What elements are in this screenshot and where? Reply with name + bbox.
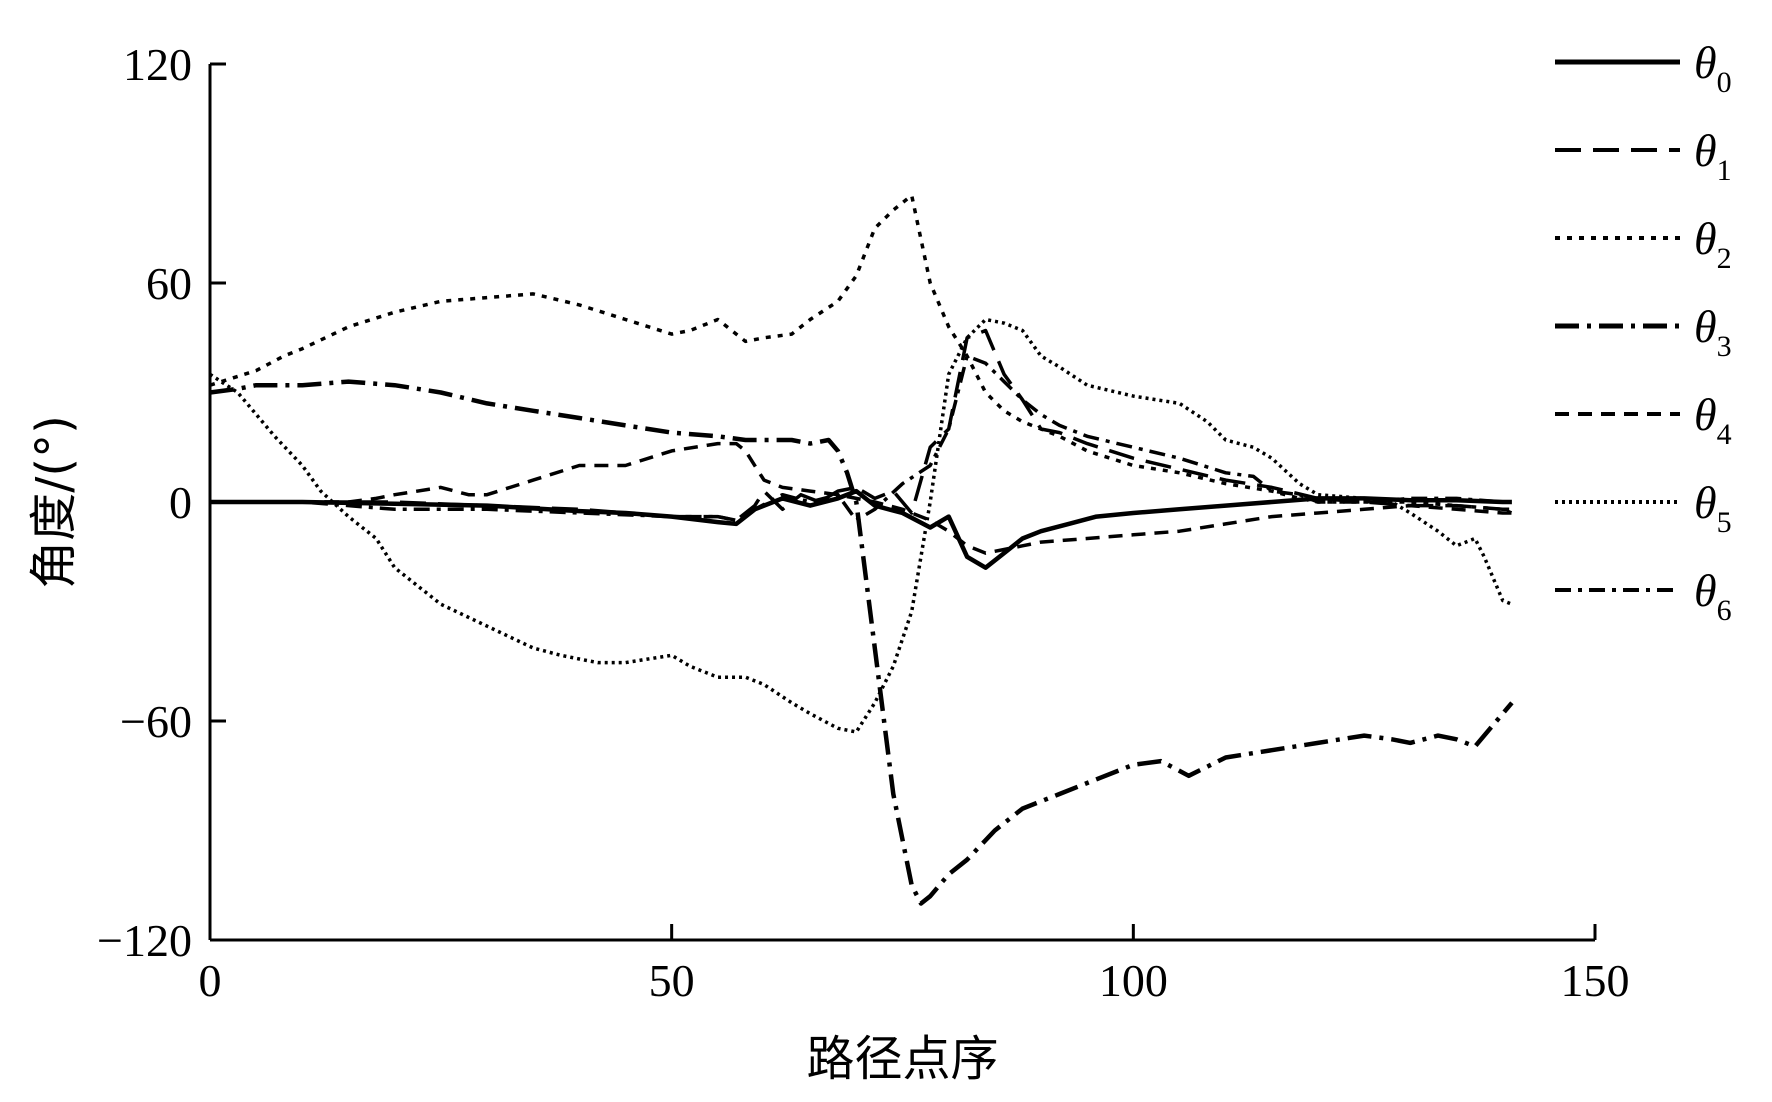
legend-subscript: 6 xyxy=(1717,594,1732,627)
series-line-theta4 xyxy=(210,441,1512,555)
legend-symbol: θ xyxy=(1694,389,1717,440)
legend-symbol: θ xyxy=(1694,37,1717,88)
x-tick-label: 0 xyxy=(199,955,222,1006)
legend-subscript: 4 xyxy=(1717,418,1732,451)
legend-symbol: θ xyxy=(1694,125,1717,176)
series-line-theta5 xyxy=(209,317,1513,734)
y-tick-label: 0 xyxy=(169,477,192,528)
series-line-theta6 xyxy=(210,354,1512,523)
series-lines xyxy=(209,193,1514,906)
series-line-theta2 xyxy=(209,193,1513,515)
legend-label-theta0: θ0 xyxy=(1694,37,1732,99)
legend-label-theta5: θ5 xyxy=(1694,477,1732,539)
legend-symbol: θ xyxy=(1694,565,1717,616)
x-tick-label: 50 xyxy=(649,955,695,1006)
legend-subscript: 5 xyxy=(1717,506,1732,539)
legend-label-theta4: θ4 xyxy=(1694,389,1732,451)
y-tick-label: −60 xyxy=(120,696,192,747)
legend-symbol: θ xyxy=(1694,301,1717,352)
y-tick-label: −120 xyxy=(97,915,192,966)
x-axis-title: 路径点序 xyxy=(806,1031,998,1087)
y-tick-label: 60 xyxy=(146,258,192,309)
legend-label-theta2: θ2 xyxy=(1694,213,1732,275)
x-tick-label: 100 xyxy=(1099,955,1168,1006)
legend-label-theta3: θ3 xyxy=(1694,301,1732,363)
legend-symbol: θ xyxy=(1694,213,1717,264)
legend-label-theta6: θ6 xyxy=(1694,565,1732,627)
legend-subscript: 3 xyxy=(1717,330,1732,363)
legend-label-theta1: θ1 xyxy=(1694,125,1732,187)
axes: −120 −60 0 60 120 0 50 100 150 路径点序 角度/(°) xyxy=(26,39,1630,1087)
series-line-theta1 xyxy=(210,328,1512,523)
legend-subscript: 0 xyxy=(1717,66,1732,99)
y-tick-label: 120 xyxy=(123,39,192,90)
series-line-theta3 xyxy=(209,379,1514,906)
legend-symbol: θ xyxy=(1694,477,1717,528)
legend-subscript: 2 xyxy=(1717,242,1732,275)
y-axis-title: 角度/(°) xyxy=(26,415,82,589)
legend-subscript: 1 xyxy=(1717,154,1732,187)
x-tick-label: 150 xyxy=(1561,955,1630,1006)
